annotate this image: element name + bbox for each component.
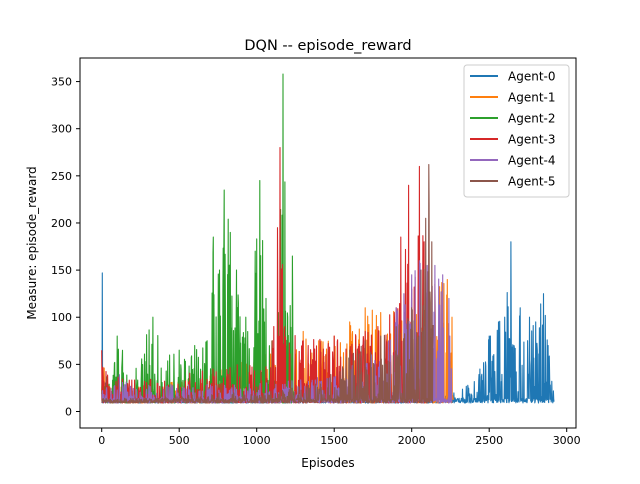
x-tick-label: 1500 bbox=[320, 434, 348, 447]
legend-label: Agent-3 bbox=[508, 133, 555, 147]
y-tick-label: 350 bbox=[51, 76, 72, 89]
series-line-agent-5 bbox=[101, 163, 434, 404]
x-axis-label: Episodes bbox=[301, 456, 354, 470]
x-axis: 0 500 1000 1500 2000 2500 3000 bbox=[98, 428, 581, 447]
legend: Agent-0 Agent-1 Agent-2 Agent-3 Agent-4 Agent… bbox=[463, 64, 570, 198]
y-axis-label: Measure: episode_reward bbox=[25, 166, 39, 319]
y-tick-label: 200 bbox=[51, 217, 72, 230]
x-tick-label: 500 bbox=[169, 434, 190, 447]
legend-label: Agent-4 bbox=[508, 154, 555, 168]
x-tick-label: 1000 bbox=[243, 434, 271, 447]
chart-title: DQN -- episode_reward bbox=[244, 38, 411, 54]
y-tick-label: 50 bbox=[58, 358, 72, 371]
y-tick-label: 0 bbox=[65, 406, 72, 419]
x-tick-label: 3000 bbox=[553, 434, 581, 447]
y-tick-label: 250 bbox=[51, 170, 72, 183]
legend-label: Agent-0 bbox=[508, 70, 555, 84]
plot-area bbox=[101, 73, 555, 404]
y-tick-label: 150 bbox=[51, 264, 72, 277]
x-tick-label: 2000 bbox=[398, 434, 426, 447]
axes-frame bbox=[79, 57, 577, 429]
y-axis: 0 50 100 150 200 250 300 350 bbox=[51, 76, 80, 419]
legend-label: Agent-5 bbox=[508, 175, 555, 189]
legend-label: Agent-2 bbox=[508, 112, 555, 126]
x-tick-label: 2500 bbox=[475, 434, 503, 447]
x-tick-label: 0 bbox=[98, 434, 105, 447]
legend-label: Agent-1 bbox=[508, 91, 555, 105]
y-tick-label: 300 bbox=[51, 123, 72, 136]
y-tick-label: 100 bbox=[51, 311, 72, 324]
